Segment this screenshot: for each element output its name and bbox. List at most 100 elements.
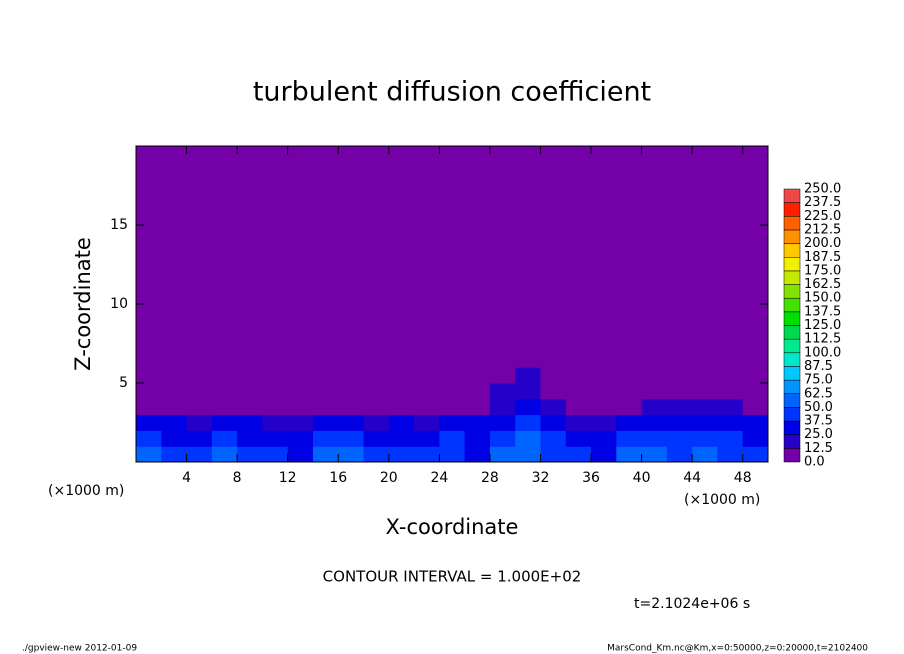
cell (489, 383, 516, 400)
colorbar-box (783, 257, 801, 272)
cell (540, 398, 567, 416)
cell (616, 414, 643, 431)
colorbar-label: 12.5 (804, 441, 833, 456)
colorbar-label: 0.0 (804, 455, 825, 470)
cell (540, 383, 567, 400)
cell (439, 414, 466, 431)
x-tick-label: 36 (582, 470, 600, 486)
cell (312, 414, 339, 431)
cell (641, 398, 668, 416)
cell (312, 398, 339, 416)
cell (489, 430, 516, 447)
cell (692, 383, 718, 400)
cell (616, 367, 643, 384)
cell (616, 398, 643, 416)
cell (565, 414, 592, 431)
cell (136, 414, 162, 431)
cell (464, 383, 491, 400)
cell (161, 446, 188, 463)
cell (489, 146, 516, 368)
cell (641, 367, 668, 384)
colorbar-label: 137.5 (804, 304, 841, 319)
colorbar-label: 212.5 (804, 222, 841, 237)
cell (287, 367, 314, 384)
cell (136, 446, 162, 463)
cell (742, 446, 769, 463)
cell (641, 414, 668, 431)
chart-title: turbulent diffusion coefficient (253, 77, 651, 108)
y-tick-label: 10 (110, 296, 128, 312)
cell (515, 430, 541, 447)
cell (211, 367, 238, 384)
cell (414, 146, 440, 368)
x-tick-label: 16 (329, 470, 347, 486)
cell (338, 367, 365, 384)
cell (161, 383, 188, 400)
cell (262, 146, 289, 368)
cell (464, 430, 491, 447)
cell (136, 146, 162, 368)
cell (211, 398, 238, 416)
cell (464, 146, 491, 368)
cell (717, 398, 744, 416)
cell (414, 398, 440, 416)
cell (515, 146, 541, 368)
cell (161, 430, 188, 447)
colorbar-label: 250.0 (804, 182, 841, 197)
cell (287, 398, 314, 416)
x-tick-label: 8 (233, 470, 242, 486)
colorbar-box (783, 366, 801, 381)
cell (312, 367, 339, 384)
colorbar-box (783, 448, 801, 463)
cell (464, 414, 491, 431)
cell (338, 430, 365, 447)
cell (414, 430, 440, 447)
cell (666, 414, 693, 431)
cell (136, 398, 162, 416)
cell (186, 146, 213, 368)
colorbar-label: 150.0 (804, 291, 841, 306)
cell (692, 146, 718, 368)
cell (338, 414, 365, 431)
cell (540, 367, 567, 384)
cell (692, 367, 718, 384)
cell (515, 398, 541, 416)
colorbar-label: 162.5 (804, 277, 841, 292)
cell (312, 430, 339, 447)
cell (565, 383, 592, 400)
cell (186, 430, 213, 447)
cell (515, 414, 541, 431)
cell (186, 367, 213, 384)
colorbar-box (783, 420, 801, 435)
cell (439, 146, 466, 368)
cell (363, 146, 390, 368)
x-unit: (×1000 m) (48, 483, 124, 499)
y-tick-label: 15 (110, 217, 128, 233)
cell (692, 430, 718, 447)
colorbar-box (783, 216, 801, 231)
cell (136, 430, 162, 447)
cell (388, 383, 415, 400)
colorbar-box (783, 338, 801, 354)
cell (237, 398, 263, 416)
cell (363, 446, 390, 463)
cell (186, 383, 213, 400)
cell (616, 383, 643, 400)
colorbar-box (783, 434, 801, 449)
cell (489, 398, 516, 416)
cell (717, 146, 744, 368)
cell (262, 367, 289, 384)
cell (540, 446, 567, 463)
colorbar-label: 175.0 (804, 263, 841, 278)
cell (591, 367, 617, 384)
colorbar-label: 87.5 (804, 359, 833, 374)
colorbar-label: 100.0 (804, 345, 841, 360)
cell (312, 146, 339, 368)
cell (565, 367, 592, 384)
cell (439, 383, 466, 400)
colorbar-label: 187.5 (804, 250, 841, 265)
cell (363, 430, 390, 447)
cell (388, 398, 415, 416)
x-tick-label: 28 (481, 470, 499, 486)
colorbar-box (783, 188, 801, 203)
